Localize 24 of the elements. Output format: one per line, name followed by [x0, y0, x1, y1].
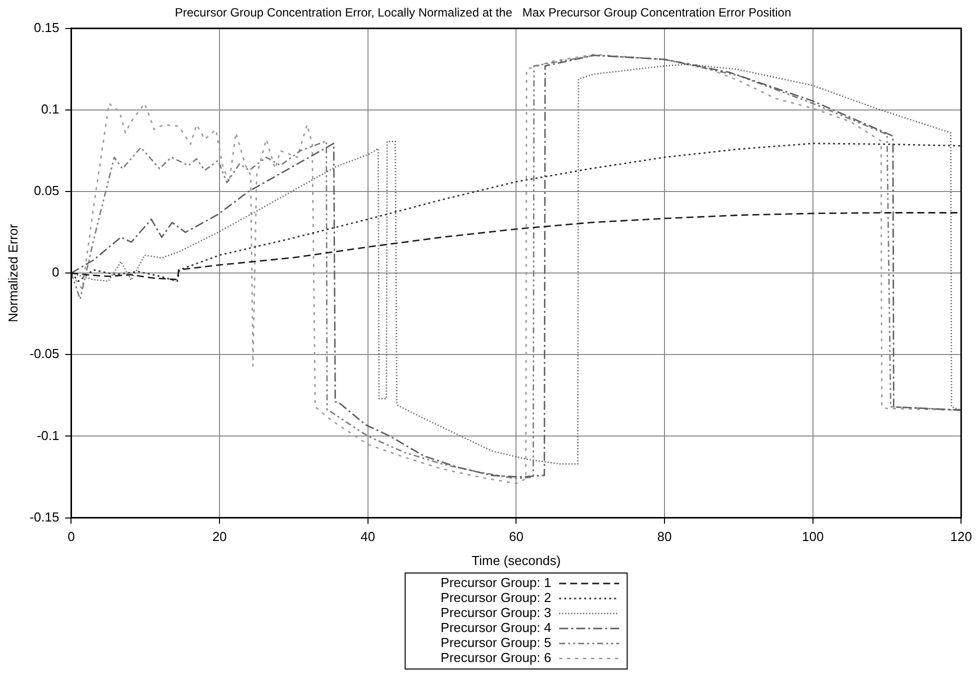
y-tick-label: 0.05 — [34, 183, 60, 198]
y-tick-label: -0.1 — [36, 428, 60, 443]
y-axis-title: Normalized Error — [5, 223, 20, 322]
x-tick-label: 80 — [657, 529, 672, 544]
legend-label: Precursor Group: 1 — [440, 575, 552, 590]
x-axis-title: Time (seconds) — [472, 552, 561, 568]
y-tick-label: -0.05 — [30, 346, 60, 362]
y-tick-label: 0 — [52, 264, 60, 280]
x-tick-label: 100 — [802, 529, 824, 544]
x-tick-label: 40 — [360, 529, 376, 544]
y-tick-label: 0.15 — [34, 20, 60, 35]
y-tick-label: -0.15 — [30, 509, 60, 524]
chart-title: Precursor Group Concentration Error, Locally Normalized at the Max Precursor Group Concentration Error Position — [174, 6, 792, 20]
legend-label: Precursor Group: 5 — [440, 635, 552, 650]
line-series — [71, 142, 962, 282]
x-tick-label: 120 — [950, 529, 972, 544]
x-tick-label: 60 — [508, 529, 524, 544]
x-tick-label: 20 — [212, 529, 227, 544]
legend-label: Precursor Group: 2 — [440, 590, 552, 606]
x-tick-label: 0 — [68, 529, 75, 544]
legend-label: Precursor Group: 3 — [440, 605, 552, 620]
y-tick-label: 0.1 — [41, 102, 60, 117]
legend-label: Precursor Group: 6 — [440, 650, 552, 666]
legend-label: Precursor Group: 4 — [440, 620, 552, 636]
